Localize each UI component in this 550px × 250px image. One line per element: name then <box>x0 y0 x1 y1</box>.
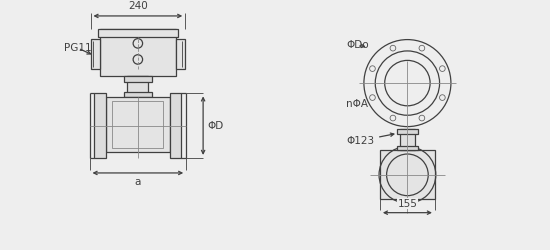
Bar <box>106 97 170 152</box>
Bar <box>175 39 185 69</box>
Bar <box>397 130 418 134</box>
Bar <box>397 146 418 150</box>
Bar <box>112 101 163 148</box>
Text: 240: 240 <box>128 1 148 11</box>
Bar <box>100 29 175 76</box>
Text: 155: 155 <box>398 199 417 209</box>
Text: a: a <box>135 177 141 187</box>
Bar <box>400 130 415 150</box>
Bar <box>91 39 100 69</box>
Text: ΦDo: ΦDo <box>346 40 368 50</box>
Bar <box>128 76 148 97</box>
Bar <box>380 150 435 200</box>
Bar <box>98 29 178 37</box>
Bar <box>124 92 152 97</box>
Text: nΦA: nΦA <box>346 99 368 109</box>
Text: Φ123: Φ123 <box>346 133 394 146</box>
Text: PG11: PG11 <box>64 43 92 54</box>
Bar <box>95 94 106 158</box>
Bar <box>170 94 182 158</box>
Bar <box>124 76 152 82</box>
Text: ΦD: ΦD <box>207 121 223 131</box>
